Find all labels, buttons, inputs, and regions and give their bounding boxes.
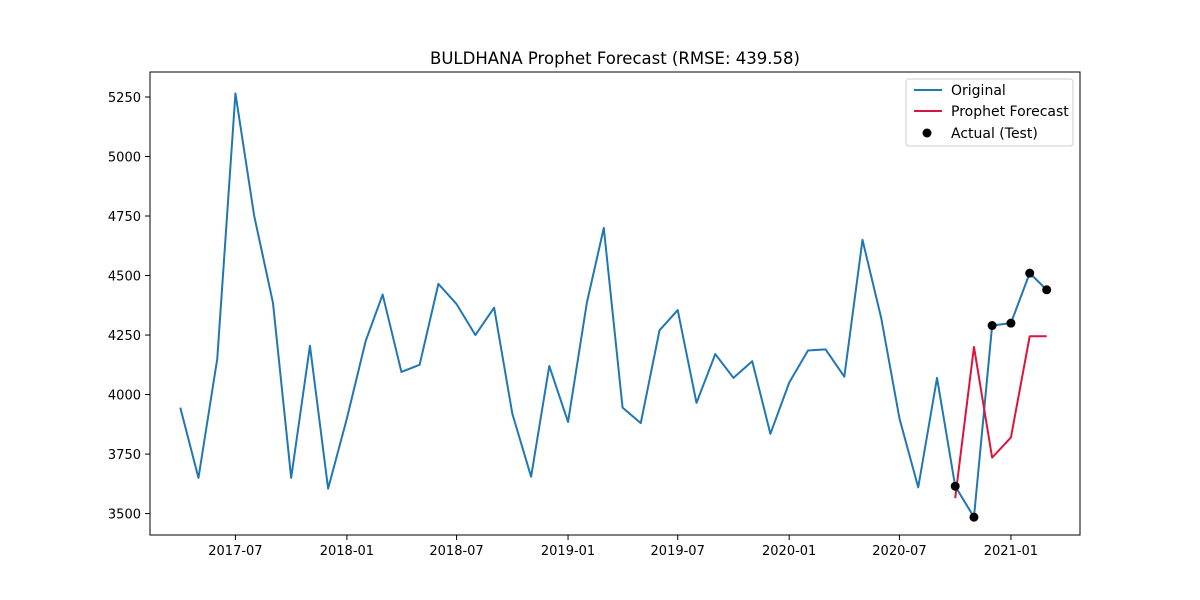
y-tick-label: 4250 xyxy=(108,329,141,344)
legend-box xyxy=(905,78,1074,147)
series-line-original xyxy=(179,92,1048,519)
y-tick-label: 4750 xyxy=(108,210,141,225)
y-tick-label: 5000 xyxy=(108,151,141,166)
data-point-actual-test xyxy=(1042,285,1052,295)
legend-label-original: Original xyxy=(951,83,1006,99)
x-tick-label: 2017-07 xyxy=(208,544,262,559)
data-point-actual-test xyxy=(987,321,997,331)
data-point-actual-test xyxy=(1025,268,1035,278)
x-tick-label: 2018-01 xyxy=(320,544,374,559)
x-tick-label: 2018-07 xyxy=(429,544,483,559)
y-tick-label: 3750 xyxy=(108,448,141,463)
legend-label-actual-test: Actual (Test) xyxy=(951,126,1038,142)
legend-label-prophet-forecast: Prophet Forecast xyxy=(951,104,1069,120)
data-point-actual-test xyxy=(950,481,960,491)
x-tick-label: 2019-07 xyxy=(651,544,705,559)
y-tick-label: 3500 xyxy=(108,508,141,523)
x-tick-label: 2021-01 xyxy=(984,544,1038,559)
data-point-actual-test xyxy=(969,512,979,522)
legend-swatch-actual-test xyxy=(922,128,932,138)
x-tick-label: 2019-01 xyxy=(541,544,595,559)
x-axis: 2017-07 2018-01 2018-07 2019-01 2019-07 2020-… xyxy=(208,535,1038,559)
y-axis: 3500 3750 4000 4250 4500 4750 5000 5250 xyxy=(108,91,150,523)
x-tick-label: 2020-01 xyxy=(762,544,816,559)
legend: Original Prophet Forecast Actual (Test) xyxy=(905,78,1074,147)
series-line-prophet-forecast xyxy=(954,335,1047,499)
x-tick-label: 2020-07 xyxy=(872,544,926,559)
plot-area xyxy=(179,92,1052,522)
y-tick-label: 4500 xyxy=(108,270,141,285)
y-tick-label: 5250 xyxy=(108,91,141,106)
chart-title: BULDHANA Prophet Forecast (RMSE: 439.58) xyxy=(430,49,800,68)
data-point-actual-test xyxy=(1006,318,1016,328)
plot-frame xyxy=(149,71,1081,536)
y-tick-label: 4000 xyxy=(108,389,141,404)
